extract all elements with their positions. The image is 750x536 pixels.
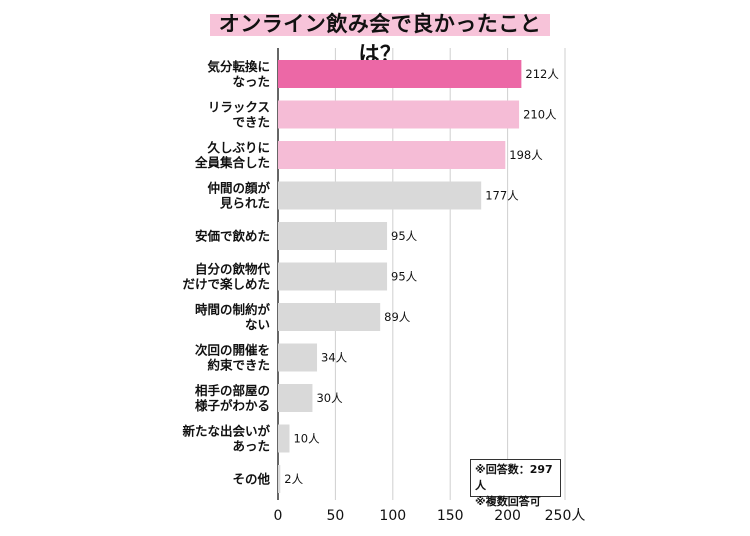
category-label: リラックス xyxy=(208,100,270,115)
category-label: ない xyxy=(245,317,270,332)
bar xyxy=(278,181,482,210)
bar xyxy=(278,384,313,412)
data-label: 30人 xyxy=(316,391,343,405)
bar xyxy=(278,465,281,493)
x-tick-label: 0 xyxy=(274,508,283,524)
data-label: 34人 xyxy=(321,351,348,365)
data-label: 212人 xyxy=(525,67,559,81)
data-label: 210人 xyxy=(523,108,557,122)
multiple-answers-note: ※複数回答可 xyxy=(475,495,541,508)
category-label: 新たな出会いが xyxy=(182,424,270,439)
category-label: 様子がわかる xyxy=(195,398,270,413)
category-label: 相手の部屋の xyxy=(195,383,270,398)
category-label: その他 xyxy=(232,472,270,487)
category-label: 自分の飲物代 xyxy=(195,262,271,277)
category-label: 全員集合した xyxy=(194,155,270,170)
x-tick-label: 200 xyxy=(494,508,521,524)
category-label: できた xyxy=(232,115,270,130)
bar xyxy=(278,303,381,331)
category-label: 時間の制約が xyxy=(195,302,271,317)
bar xyxy=(278,262,388,291)
title-highlight xyxy=(210,14,550,36)
category-label: だけで楽しめた xyxy=(182,277,270,292)
bar xyxy=(278,141,506,169)
category-label: 仲間の顔が xyxy=(207,181,270,196)
x-tick-label: 100 xyxy=(379,508,406,524)
data-label: 198人 xyxy=(509,148,543,162)
data-label: 95人 xyxy=(391,270,418,284)
category-label: 見られた xyxy=(219,196,270,211)
category-label: あった xyxy=(232,439,270,454)
bar xyxy=(278,222,388,250)
category-label: 約束できた xyxy=(207,358,270,373)
respondents-note: ※回答数：297人 xyxy=(475,463,553,492)
bar xyxy=(278,60,522,88)
category-label: 安価で飲めた xyxy=(195,229,270,244)
data-label: 10人 xyxy=(293,432,320,446)
category-label: なった xyxy=(232,74,270,89)
x-tick-label: 150 xyxy=(437,508,464,524)
notes-box: ※回答数：297人 ※複数回答可 xyxy=(470,459,561,508)
category-label: 久しぶりに xyxy=(206,140,270,155)
x-tick-label: 250人 xyxy=(545,508,586,524)
data-label: 95人 xyxy=(391,229,418,243)
bar xyxy=(278,343,318,372)
data-label: 177人 xyxy=(485,189,519,203)
data-label: 89人 xyxy=(384,310,411,324)
category-label: 気分転換に xyxy=(207,59,270,74)
bar xyxy=(278,100,520,129)
x-tick-label: 50 xyxy=(326,508,344,524)
category-label: 次回の開催を xyxy=(195,343,270,358)
bar xyxy=(278,424,290,453)
data-label: 2人 xyxy=(284,472,303,486)
